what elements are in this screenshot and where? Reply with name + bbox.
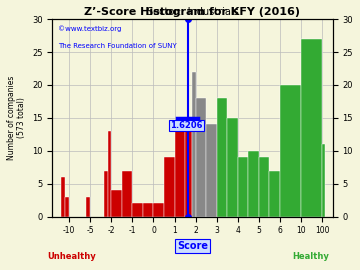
Bar [86,197,90,217]
Bar [301,39,322,217]
Bar [104,171,108,217]
Bar [192,72,195,217]
Bar [195,98,206,217]
Bar [185,131,192,217]
Bar [248,151,259,217]
Bar [269,171,280,217]
Bar [111,190,122,217]
Bar [227,118,238,217]
Text: Unhealthy: Unhealthy [47,252,96,261]
Y-axis label: Number of companies
(573 total): Number of companies (573 total) [7,76,26,160]
Bar [65,197,69,217]
Text: The Research Foundation of SUNY: The Research Foundation of SUNY [58,43,177,49]
Bar [132,204,143,217]
Bar [259,157,269,217]
Bar [238,157,248,217]
Bar [61,177,65,217]
Bar [122,171,132,217]
Bar [175,131,185,217]
Bar [143,204,153,217]
Text: 1.6206: 1.6206 [170,121,203,130]
Text: Sector:  Industrials: Sector: Industrials [147,7,238,17]
Bar [108,131,111,217]
Bar [153,204,164,217]
Bar [206,124,217,217]
Text: Healthy: Healthy [292,252,329,261]
Text: ©www.textbiz.org: ©www.textbiz.org [58,25,121,32]
Bar [280,85,301,217]
Bar [164,157,175,217]
Title: Z’-Score Histogram for KFY (2016): Z’-Score Histogram for KFY (2016) [85,7,301,17]
X-axis label: Score: Score [177,241,208,251]
Bar [322,144,324,217]
Bar [217,98,227,217]
